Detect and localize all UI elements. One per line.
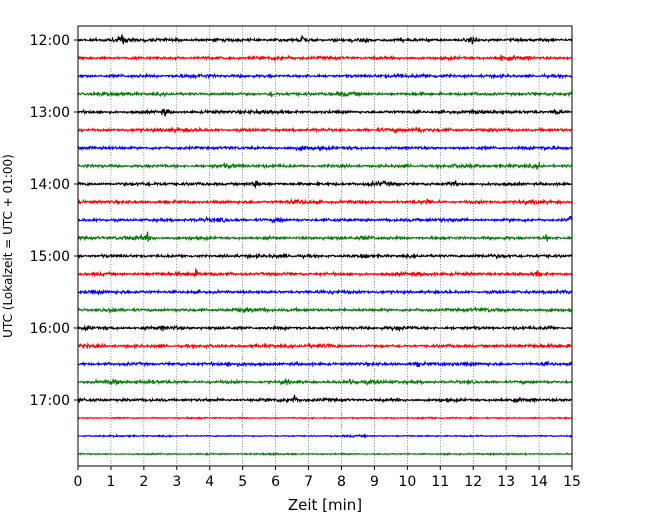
x-tick-label: 9: [370, 474, 379, 490]
y-tick-label: 12:00: [30, 33, 70, 49]
x-tick-label: 13: [497, 474, 515, 490]
y-tick-label: 15:00: [30, 249, 70, 265]
trace-11: [77, 231, 573, 242]
x-tick-label: 10: [398, 474, 416, 490]
trace-17: [77, 341, 573, 350]
trace-20: [77, 394, 573, 404]
x-axis-ticks: 0 1 2 3 4 5 6 7 8 9 10 11 12 13 14 15: [74, 466, 581, 490]
x-tick-label: 11: [431, 474, 449, 490]
trace-21: [77, 415, 573, 421]
trace-15: [77, 306, 573, 314]
x-tick-label: 5: [238, 474, 247, 490]
trace-23: [77, 451, 573, 457]
x-tick-label: 6: [271, 474, 280, 490]
y-axis-ticks: 12:00 13:00 14:00 15:00 16:00 17:00: [30, 33, 78, 409]
trace-13: [77, 268, 573, 278]
x-tick-label: 14: [530, 474, 548, 490]
x-tick-label: 8: [337, 474, 346, 490]
trace-18: [77, 360, 573, 368]
trace-3: [77, 90, 573, 98]
trace-5: [77, 125, 573, 135]
trace-0: [77, 33, 573, 45]
x-tick-label: 12: [464, 474, 482, 490]
x-axis-label: Zeit [min]: [288, 496, 362, 514]
plot-frame: [77, 25, 573, 467]
seismogram-traces: [77, 33, 573, 457]
y-tick-label: 17:00: [30, 393, 70, 409]
trace-14: [77, 288, 573, 296]
trace-6: [77, 144, 573, 152]
trace-19: [77, 377, 573, 387]
trace-9: [77, 197, 573, 207]
trace-7: [78, 161, 573, 170]
x-tick-label: 1: [106, 474, 115, 490]
trace-22: [77, 433, 573, 439]
trace-8: [77, 179, 573, 189]
y-tick-label: 14:00: [30, 177, 70, 193]
trace-12: [77, 252, 573, 260]
x-tick-label: 7: [304, 474, 313, 490]
trace-1: [77, 54, 573, 62]
y-tick-label: 13:00: [30, 105, 70, 121]
x-tick-label: 2: [139, 474, 148, 490]
y-tick-label: 16:00: [30, 321, 70, 337]
trace-10: [77, 215, 573, 225]
x-tick-label: 4: [205, 474, 214, 490]
trace-2: [77, 72, 573, 80]
trace-16: [77, 324, 573, 333]
trace-4: [77, 108, 573, 117]
x-tick-label: 15: [563, 474, 581, 490]
x-tick-label: 0: [74, 474, 83, 490]
x-tick-label: 3: [172, 474, 181, 490]
y-axis-label: UTC (Lokalzeit = UTC + 01:00): [1, 154, 15, 338]
